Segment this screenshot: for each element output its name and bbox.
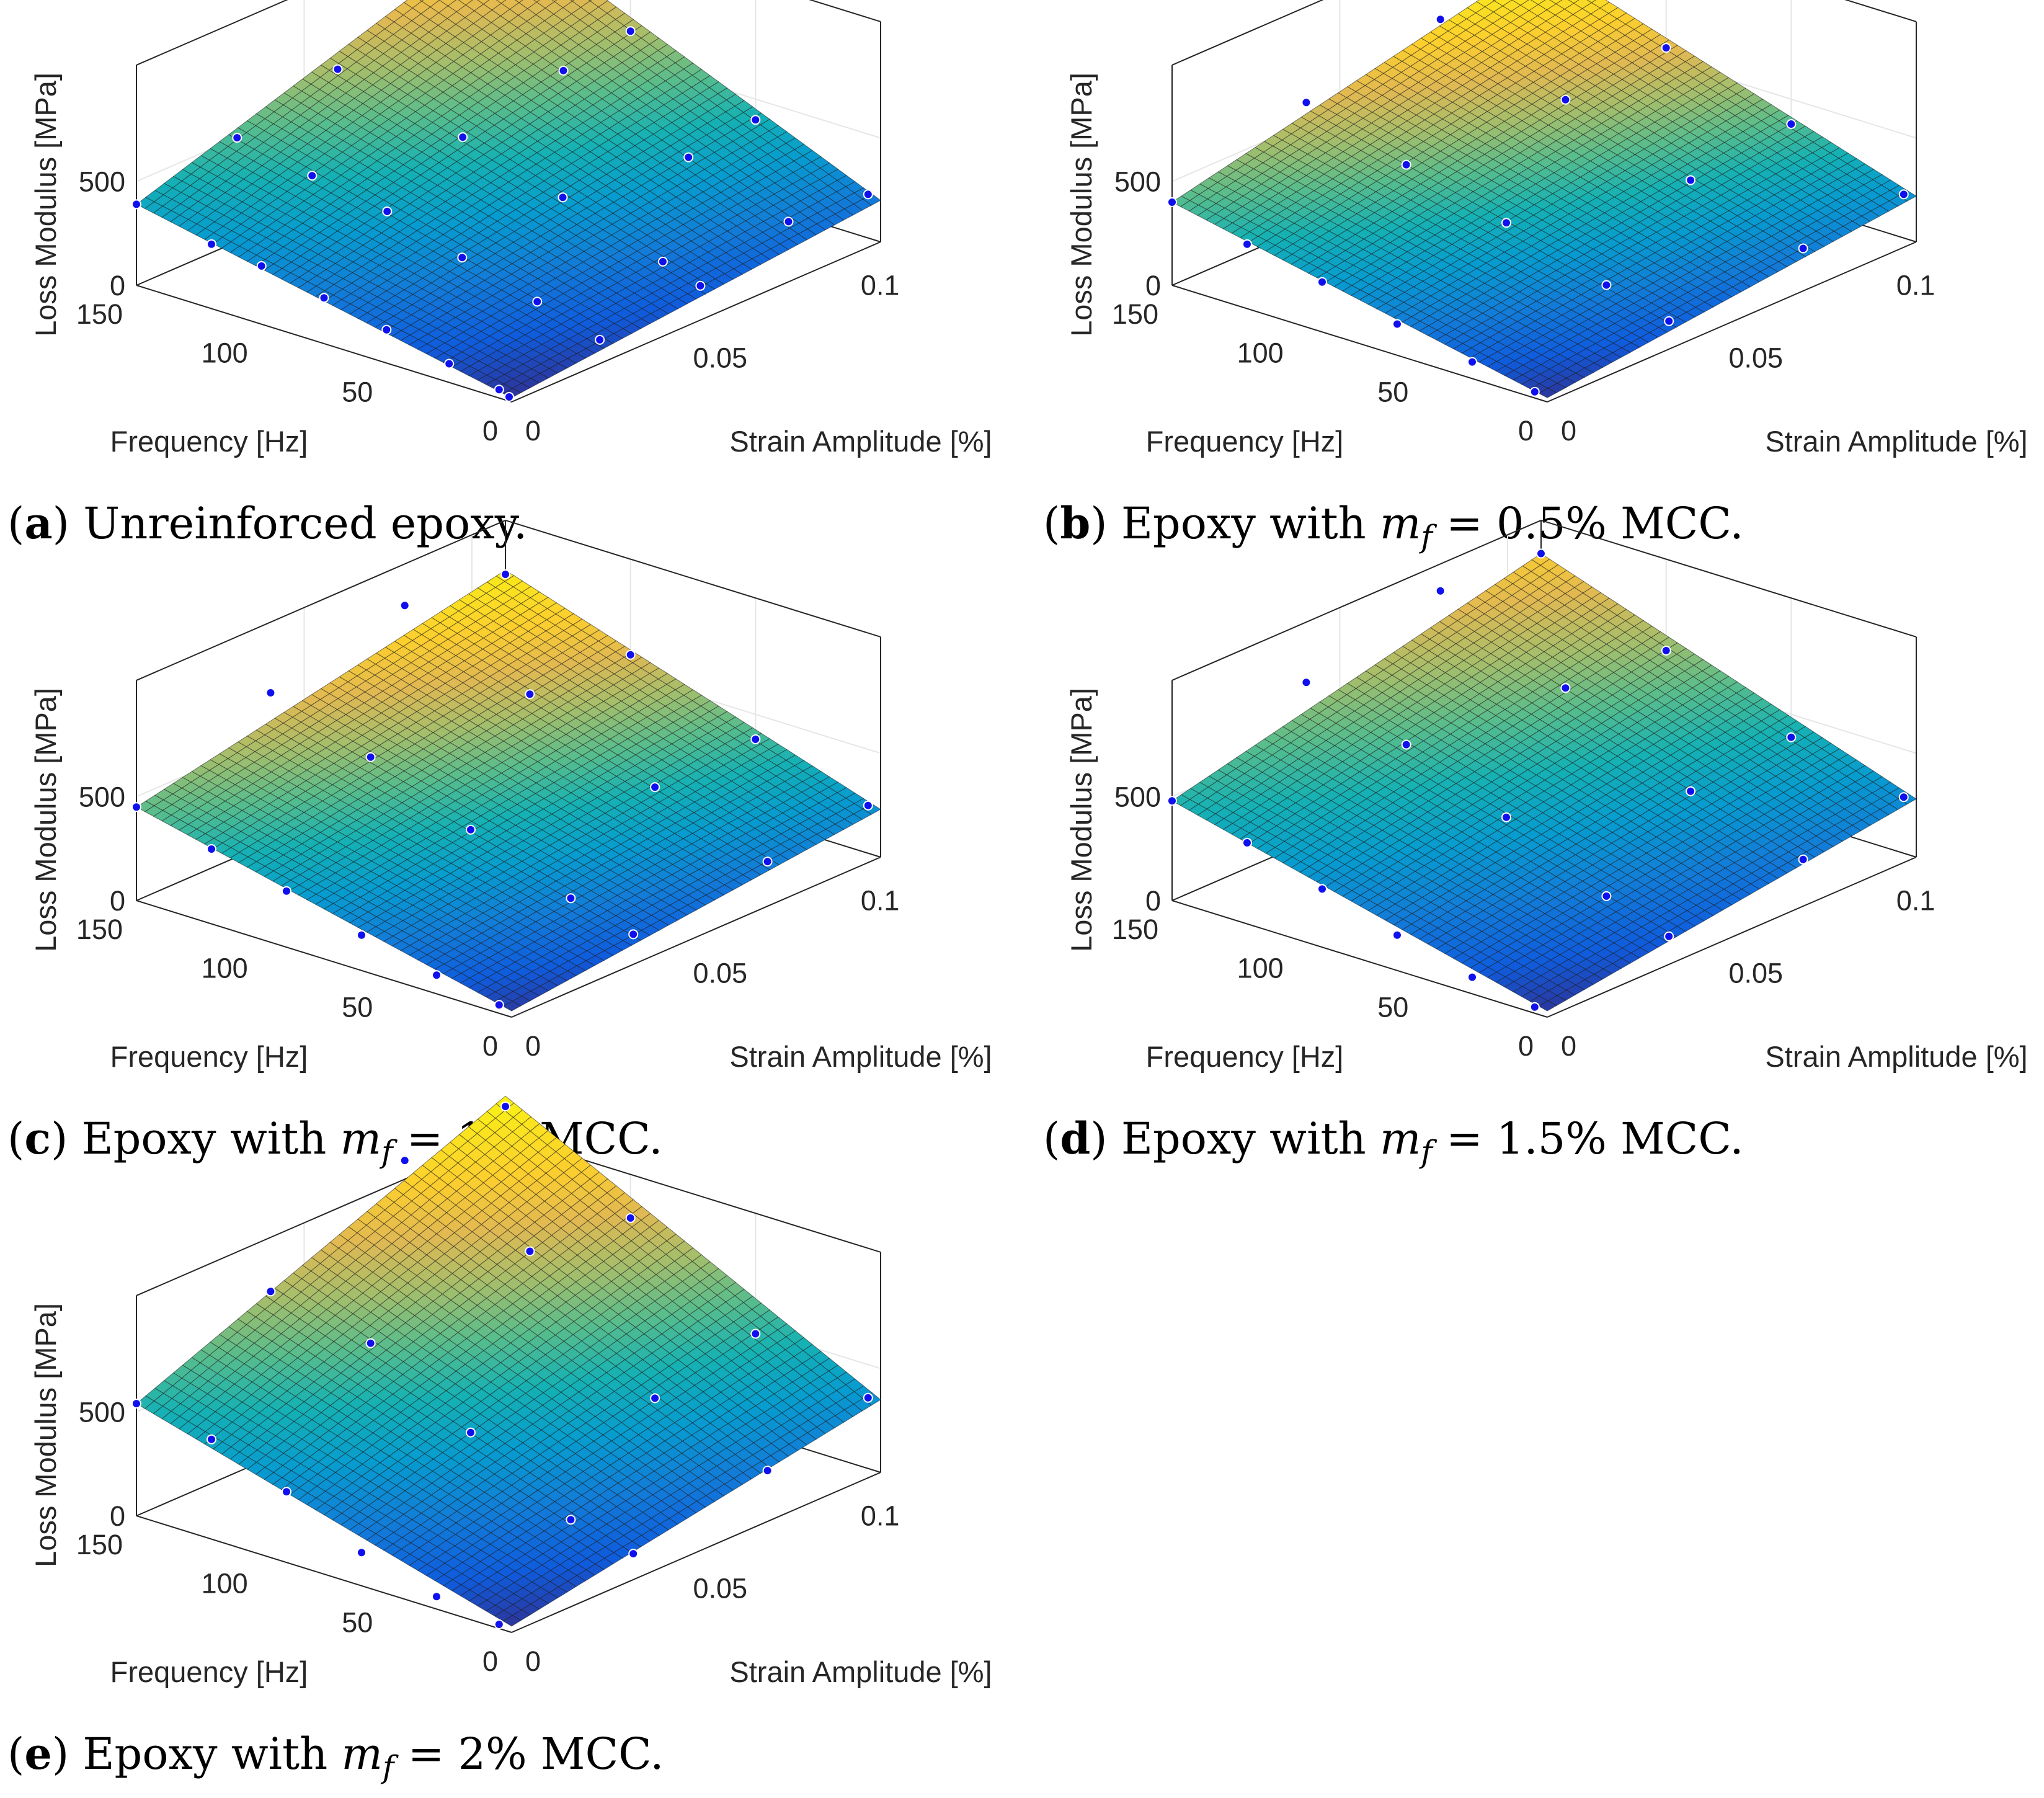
data-point: [1601, 280, 1612, 290]
data-point: [1529, 386, 1540, 397]
data-point: [381, 324, 392, 335]
data-point: [1435, 14, 1446, 25]
y-tick-label: 0: [1518, 415, 1534, 447]
data-point: [1392, 319, 1402, 329]
data-point: [494, 385, 504, 395]
data-point: [1317, 277, 1327, 287]
data-point: [1798, 243, 1808, 254]
data-point: [319, 293, 329, 303]
x-tick-label: 0: [525, 415, 541, 447]
z-axis-label: Loss Modulus [MPa]: [1065, 73, 1098, 337]
surface-patch: [514, 0, 523, 3]
x-tick-label: 0.1: [1896, 269, 1935, 301]
data-point: [382, 206, 393, 216]
data-point: [783, 216, 794, 227]
z-axis-label: Loss Modulus [MPa]: [29, 73, 62, 337]
z-tick-label: 0: [1145, 270, 1161, 301]
z-tick-label: 500: [1114, 166, 1161, 198]
surface: [1171, 0, 1917, 398]
y-tick-label: 150: [1112, 298, 1158, 330]
data-point: [625, 26, 636, 37]
x-tick-label: 0.05: [1728, 342, 1783, 374]
data-point: [1242, 239, 1252, 249]
y-tick-label: 0: [482, 415, 498, 447]
axis-edge: [511, 241, 881, 403]
data-point: [1661, 43, 1671, 53]
data-point: [1301, 97, 1312, 108]
data-point: [1898, 189, 1909, 200]
z-tick-label: 500: [79, 166, 125, 198]
y-tick-label: 100: [1237, 337, 1284, 369]
data-point: [1664, 316, 1674, 326]
data-point: [1686, 175, 1696, 185]
data-point: [307, 171, 318, 181]
axis-edge: [136, 285, 512, 403]
data-point: [695, 280, 706, 291]
data-point: [207, 239, 216, 249]
y-axis-label: Frequency [Hz]: [1146, 425, 1344, 458]
z-tick-label: 0: [110, 270, 125, 301]
data-point: [657, 256, 668, 267]
caption: (b) Epoxy with mf = 0.5% MCC.: [1043, 497, 1744, 554]
y-tick-label: 50: [342, 376, 373, 407]
surface: [136, 569, 881, 1012]
data-point: [457, 252, 468, 263]
data-point: [595, 334, 605, 345]
y-tick-label: 50: [1377, 376, 1408, 407]
x-axis-label: Strain Amplitude [%]: [729, 425, 992, 458]
data-point: [1467, 357, 1477, 367]
data-point: [558, 65, 569, 76]
caption: (a) Unreinforced epoxy.: [7, 497, 527, 549]
surface-patch: [495, 0, 507, 4]
surface-patch: [533, 0, 541, 3]
data-point: [1786, 119, 1797, 129]
data-point: [232, 133, 242, 143]
data-point: [256, 260, 267, 271]
y-axis-label: Frequency [Hz]: [110, 425, 308, 458]
x-tick-label: 0: [1561, 415, 1576, 447]
data-point: [131, 199, 141, 210]
x-tick-label: 0.1: [861, 269, 900, 301]
data-point: [1401, 159, 1411, 170]
data-point: [1501, 218, 1511, 228]
data-point: [558, 192, 568, 203]
y-tick-label: 150: [76, 298, 123, 330]
data-point: [444, 358, 455, 369]
data-point: [532, 296, 543, 307]
surface: [136, 0, 881, 398]
data-point: [504, 392, 514, 402]
data-point: [458, 132, 468, 143]
data-point: [1560, 94, 1571, 105]
data-point: [1167, 197, 1177, 207]
y-tick-label: 100: [202, 337, 248, 369]
axis-edge: [136, 0, 288, 66]
x-axis-label: Strain Amplitude [%]: [1765, 425, 2027, 458]
x-tick-label: 0.05: [693, 342, 747, 374]
data-point: [863, 189, 873, 200]
data-point: [332, 64, 343, 74]
data-point: [750, 115, 761, 125]
data-point: [683, 152, 694, 162]
axis-edge: [809, 0, 881, 22]
surface-patch: [551, 0, 558, 2]
